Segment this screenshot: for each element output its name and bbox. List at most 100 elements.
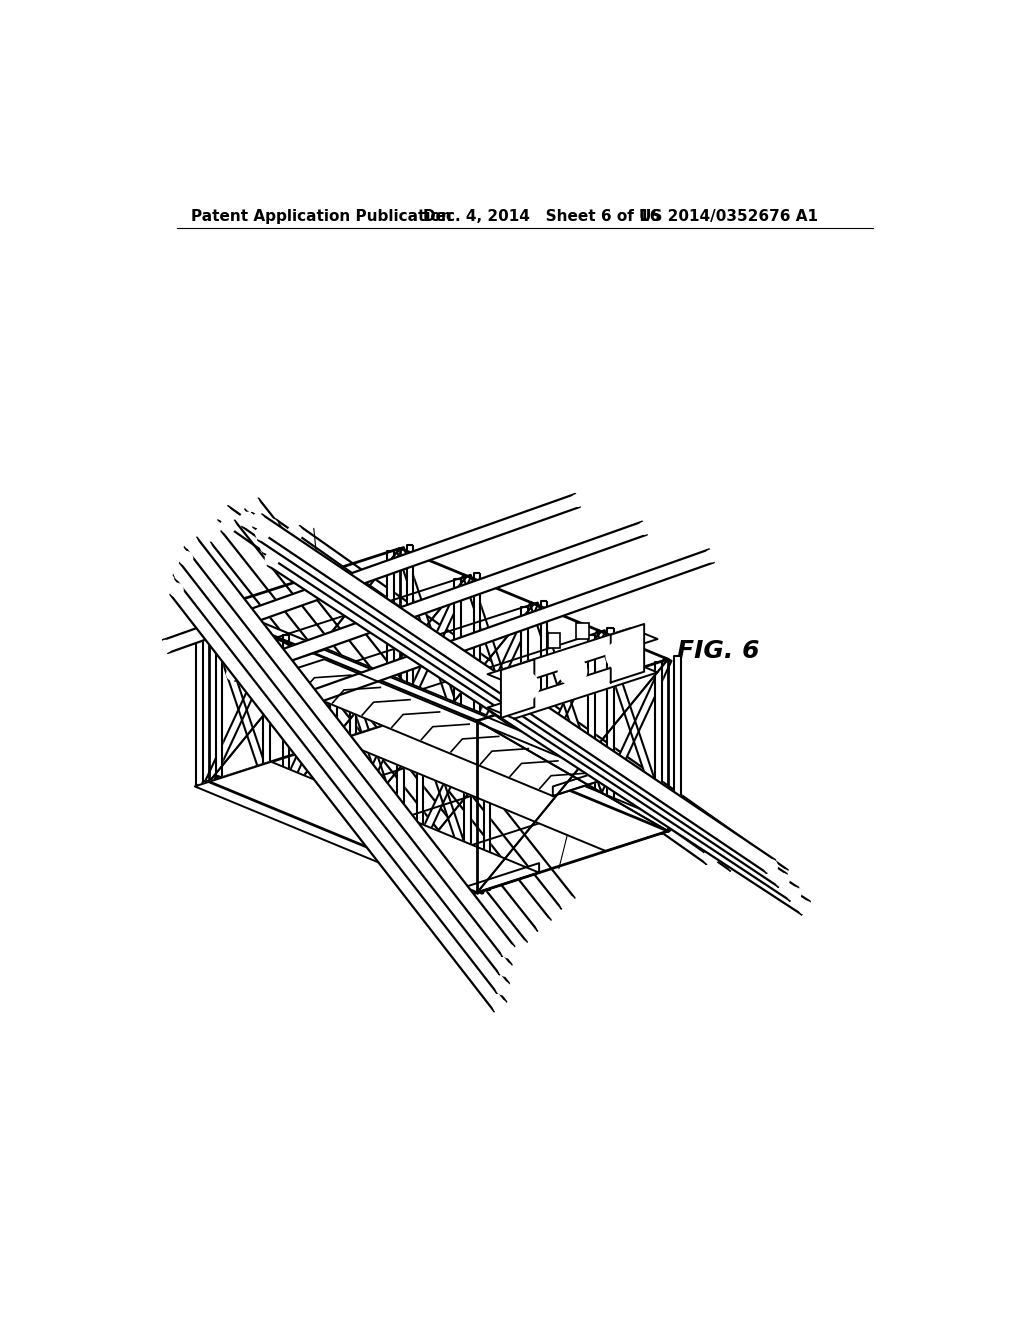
Polygon shape bbox=[463, 863, 539, 898]
Circle shape bbox=[537, 917, 551, 932]
Circle shape bbox=[288, 525, 302, 540]
Polygon shape bbox=[396, 546, 471, 750]
Polygon shape bbox=[349, 663, 355, 834]
Circle shape bbox=[518, 680, 531, 693]
Polygon shape bbox=[297, 549, 714, 709]
Polygon shape bbox=[487, 661, 657, 718]
Circle shape bbox=[511, 672, 539, 700]
Circle shape bbox=[499, 964, 512, 975]
Polygon shape bbox=[215, 776, 485, 894]
Polygon shape bbox=[218, 506, 716, 863]
Circle shape bbox=[752, 863, 766, 878]
Circle shape bbox=[245, 496, 259, 511]
Circle shape bbox=[264, 519, 279, 533]
Polygon shape bbox=[530, 630, 604, 777]
Polygon shape bbox=[197, 612, 203, 785]
Polygon shape bbox=[675, 656, 681, 828]
Circle shape bbox=[566, 665, 579, 677]
Polygon shape bbox=[340, 692, 414, 838]
Polygon shape bbox=[170, 585, 506, 1011]
Polygon shape bbox=[407, 692, 480, 894]
Polygon shape bbox=[501, 660, 535, 718]
Polygon shape bbox=[195, 762, 539, 898]
Polygon shape bbox=[541, 601, 547, 772]
Circle shape bbox=[256, 527, 269, 540]
Circle shape bbox=[639, 523, 650, 535]
Circle shape bbox=[513, 940, 527, 954]
Circle shape bbox=[494, 1001, 507, 1012]
Circle shape bbox=[251, 515, 264, 527]
Polygon shape bbox=[339, 664, 414, 866]
Circle shape bbox=[221, 519, 236, 533]
Polygon shape bbox=[263, 540, 799, 900]
Circle shape bbox=[799, 902, 812, 915]
Polygon shape bbox=[290, 525, 787, 883]
Circle shape bbox=[706, 550, 718, 562]
Polygon shape bbox=[206, 636, 280, 783]
Text: US 2014/0352676 A1: US 2014/0352676 A1 bbox=[639, 209, 818, 223]
Circle shape bbox=[175, 568, 187, 581]
Polygon shape bbox=[175, 569, 509, 993]
Polygon shape bbox=[530, 602, 605, 805]
Text: 160: 160 bbox=[313, 570, 324, 591]
Circle shape bbox=[703, 850, 719, 865]
Circle shape bbox=[775, 870, 790, 884]
Polygon shape bbox=[396, 574, 471, 722]
Polygon shape bbox=[417, 690, 423, 862]
Polygon shape bbox=[272, 636, 347, 838]
Polygon shape bbox=[267, 649, 610, 787]
Polygon shape bbox=[206, 609, 280, 810]
Circle shape bbox=[561, 896, 575, 911]
Polygon shape bbox=[258, 527, 786, 887]
Polygon shape bbox=[407, 719, 480, 866]
Circle shape bbox=[606, 642, 634, 669]
Polygon shape bbox=[267, 553, 810, 915]
Polygon shape bbox=[655, 663, 662, 834]
Polygon shape bbox=[487, 628, 657, 685]
Text: Dec. 4, 2014   Sheet 6 of 16: Dec. 4, 2014 Sheet 6 of 16 bbox=[423, 209, 660, 223]
Polygon shape bbox=[387, 552, 393, 723]
Circle shape bbox=[787, 887, 801, 900]
Polygon shape bbox=[253, 515, 775, 873]
Circle shape bbox=[173, 562, 187, 577]
Circle shape bbox=[184, 536, 198, 549]
Polygon shape bbox=[272, 664, 346, 810]
Text: 160: 160 bbox=[566, 797, 577, 818]
Circle shape bbox=[261, 540, 273, 553]
Text: FIG. 6: FIG. 6 bbox=[677, 639, 760, 663]
Circle shape bbox=[216, 506, 230, 520]
Polygon shape bbox=[597, 630, 672, 833]
Polygon shape bbox=[201, 780, 471, 899]
Polygon shape bbox=[201, 609, 471, 727]
Polygon shape bbox=[263, 640, 269, 813]
Polygon shape bbox=[180, 553, 512, 974]
Circle shape bbox=[197, 541, 211, 556]
Text: Patent Application Publication: Patent Application Publication bbox=[190, 209, 452, 223]
Polygon shape bbox=[243, 512, 740, 870]
Polygon shape bbox=[521, 607, 527, 779]
Polygon shape bbox=[610, 624, 644, 682]
Circle shape bbox=[265, 553, 279, 566]
Polygon shape bbox=[267, 659, 610, 796]
Circle shape bbox=[559, 657, 587, 685]
FancyBboxPatch shape bbox=[548, 632, 560, 648]
Polygon shape bbox=[455, 579, 461, 751]
Circle shape bbox=[502, 945, 515, 957]
Circle shape bbox=[160, 640, 172, 652]
Polygon shape bbox=[331, 668, 337, 841]
Circle shape bbox=[489, 962, 504, 977]
Polygon shape bbox=[464, 574, 538, 777]
Circle shape bbox=[764, 859, 777, 873]
Polygon shape bbox=[198, 543, 526, 953]
Circle shape bbox=[497, 982, 509, 994]
Circle shape bbox=[294, 696, 305, 708]
Polygon shape bbox=[164, 494, 580, 653]
Polygon shape bbox=[598, 657, 672, 805]
Circle shape bbox=[226, 668, 239, 680]
Polygon shape bbox=[216, 607, 222, 779]
Polygon shape bbox=[221, 520, 551, 931]
Polygon shape bbox=[397, 696, 403, 869]
Polygon shape bbox=[465, 723, 471, 896]
Polygon shape bbox=[464, 602, 538, 750]
Circle shape bbox=[776, 874, 788, 887]
